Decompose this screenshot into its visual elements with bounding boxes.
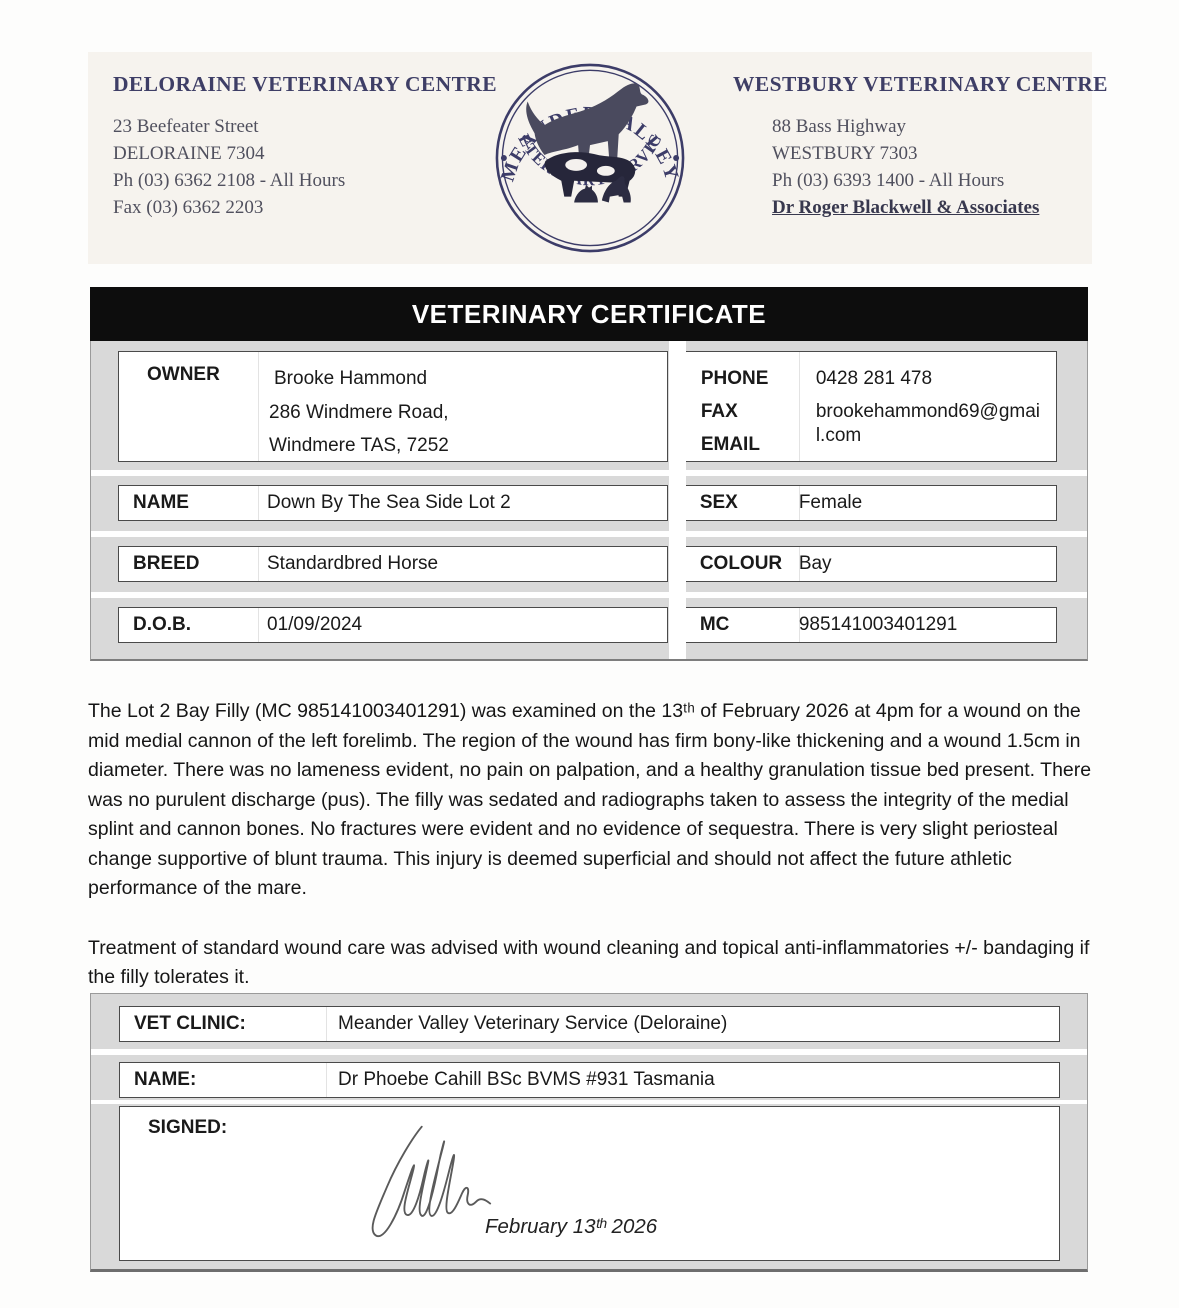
sex-label: SEX <box>699 492 738 513</box>
mc-label: MC <box>699 614 730 635</box>
dob-mc-row: D.O.B. 01/09/2024 MC 985141003401291 <box>91 598 1087 659</box>
address-line: DELORAINE 7304 <box>113 143 265 164</box>
horse-icon <box>526 83 649 171</box>
row-separator <box>91 531 1087 537</box>
cat-icon <box>574 184 598 203</box>
fax-label: FAX <box>700 401 738 422</box>
contact-field: PHONE FAX EMAIL 0428 281 478 brookehammo… <box>684 351 1057 462</box>
owner-street: 286 Windmere Road, <box>269 401 449 423</box>
separator-holder <box>91 1098 1087 1106</box>
certificate-banner: VETERINARY CERTIFICATE <box>90 287 1088 341</box>
breed-colour-row: BREED Standardbred Horse COLOUR Bay <box>91 537 1087 592</box>
owner-label: OWNER <box>147 364 220 385</box>
breed-label: BREED <box>133 553 200 574</box>
vet-name-row: NAME: Dr Phoebe Cahill BSc BVMS #931 Tas… <box>91 1062 1087 1098</box>
westbury-clinic-address: 88 Bass Highway WESTBURY 7303 Ph (03) 63… <box>772 113 1088 194</box>
report-paragraph-1: The Lot 2 Bay Filly (MC 985141003401291)… <box>88 700 1092 899</box>
contact-values: 0428 281 478 brookehammond69@gmail.com <box>816 362 1044 448</box>
deloraine-clinic-address: 23 Beefeater Street DELORAINE 7304 Ph (0… <box>113 113 473 221</box>
sign-off-panel: VET CLINIC: Meander Valley Veterinary Se… <box>90 993 1088 1272</box>
separator-holder <box>91 1042 1087 1062</box>
westbury-clinic-block: WESTBURY VETERINARY CENTRE 88 Bass Highw… <box>733 72 1108 221</box>
mc-value: 985141003401291 <box>798 614 958 635</box>
vet-clinic-row: VET CLINIC: Meander Valley Veterinary Se… <box>91 994 1087 1042</box>
dob-field: D.O.B. 01/09/2024 <box>118 607 668 643</box>
signed-label: SIGNED: <box>148 1117 228 1138</box>
owner-city: Windmere TAS, 7252 <box>269 435 449 456</box>
email-label: EMAIL <box>700 434 760 455</box>
sex-value: Female <box>798 492 863 513</box>
associates-line: Dr Roger Blackwell & Associates <box>772 197 1040 218</box>
name-value: Down By The Sea Side Lot 2 <box>267 492 511 513</box>
owner-value: Brooke Hammond 286 Windmere Road, Windme… <box>269 362 449 463</box>
letterhead: DELORAINE VETERINARY CENTRE 23 Beefeater… <box>88 41 1108 264</box>
address-line: 23 Beefeater Street <box>113 116 259 137</box>
name-field: NAME Down By The Sea Side Lot 2 <box>118 485 668 521</box>
breed-value: Standardbred Horse <box>267 553 439 574</box>
row-separator <box>91 592 1087 598</box>
deloraine-clinic-title: DELORAINE VETERINARY CENTRE <box>113 72 497 96</box>
certificate-panel: OWNER Brooke Hammond 286 Windmere Road, … <box>90 341 1088 661</box>
signed-row: SIGNED: February 13ᵗʰ 2026 <box>91 1106 1087 1269</box>
address-line: Ph (03) 6362 2108 - All Hours <box>113 170 346 191</box>
owner-field: OWNER Brooke Hammond 286 Windmere Road, … <box>118 351 668 462</box>
sex-field: SEX Female <box>684 485 1057 521</box>
phone-label: PHONE <box>700 368 769 389</box>
deloraine-clinic-block: DELORAINE VETERINARY CENTRE 23 Beefeater… <box>113 72 497 221</box>
mc-field: MC 985141003401291 <box>684 607 1057 643</box>
vet-clinic-value: Meander Valley Veterinary Service (Delor… <box>338 1013 728 1034</box>
veterinary-service-seal-icon: MEANDER VALLEY VETERINARY SERVICE <box>484 41 685 253</box>
address-line: Fax (03) 6362 2203 <box>113 197 264 218</box>
column-divider <box>669 341 686 659</box>
vet-clinic-field: VET CLINIC: Meander Valley Veterinary Se… <box>119 1006 1060 1042</box>
westbury-clinic-title: WESTBURY VETERINARY CENTRE <box>733 72 1108 96</box>
examination-report: The Lot 2 Bay Filly (MC 985141003401291)… <box>88 697 1094 993</box>
dog-icon <box>601 176 631 203</box>
colour-label: COLOUR <box>699 553 783 574</box>
breed-field: BREED Standardbred Horse <box>118 546 668 582</box>
signed-field: SIGNED: February 13ᵗʰ 2026 <box>119 1106 1060 1261</box>
certificate-section: VETERINARY CERTIFICATE OWNER Brooke Hamm… <box>90 287 1088 661</box>
dob-label: D.O.B. <box>133 614 192 635</box>
phone-value: 0428 281 478 <box>815 368 933 389</box>
vet-name-value: Dr Phoebe Cahill BSc BVMS #931 Tasmania <box>338 1069 715 1090</box>
report-paragraph-2: Treatment of standard wound care was adv… <box>88 936 1090 989</box>
colour-value: Bay <box>798 553 832 574</box>
name-label: NAME <box>133 492 189 513</box>
address-line: WESTBURY 7303 <box>772 143 918 164</box>
address-line: 88 Bass Highway <box>772 116 907 137</box>
email-value: brookehammond69@gmail.com <box>815 401 1040 446</box>
vet-clinic-label: VET CLINIC: <box>134 1013 246 1034</box>
signature-icon <box>371 1125 492 1238</box>
vet-name-field: NAME: Dr Phoebe Cahill BSc BVMS #931 Tas… <box>119 1062 1060 1098</box>
dob-value: 01/09/2024 <box>267 614 363 635</box>
colour-field: COLOUR Bay <box>684 546 1057 582</box>
signature-date: February 13ᵗʰ 2026 <box>485 1215 658 1238</box>
contact-labels: PHONE FAX EMAIL <box>701 362 769 461</box>
meander-valley-logo: MEANDER VALLEY VETERINARY SERVICE <box>484 41 689 258</box>
owner-name: Brooke Hammond <box>274 368 428 389</box>
address-line: Ph (03) 6393 1400 - All Hours <box>772 170 1005 191</box>
name-sex-row: NAME Down By The Sea Side Lot 2 SEX Fema… <box>91 476 1087 531</box>
owner-contact-row: OWNER Brooke Hammond 286 Windmere Road, … <box>91 341 1087 470</box>
row-separator <box>91 470 1087 476</box>
vet-name-label: NAME: <box>134 1069 197 1090</box>
